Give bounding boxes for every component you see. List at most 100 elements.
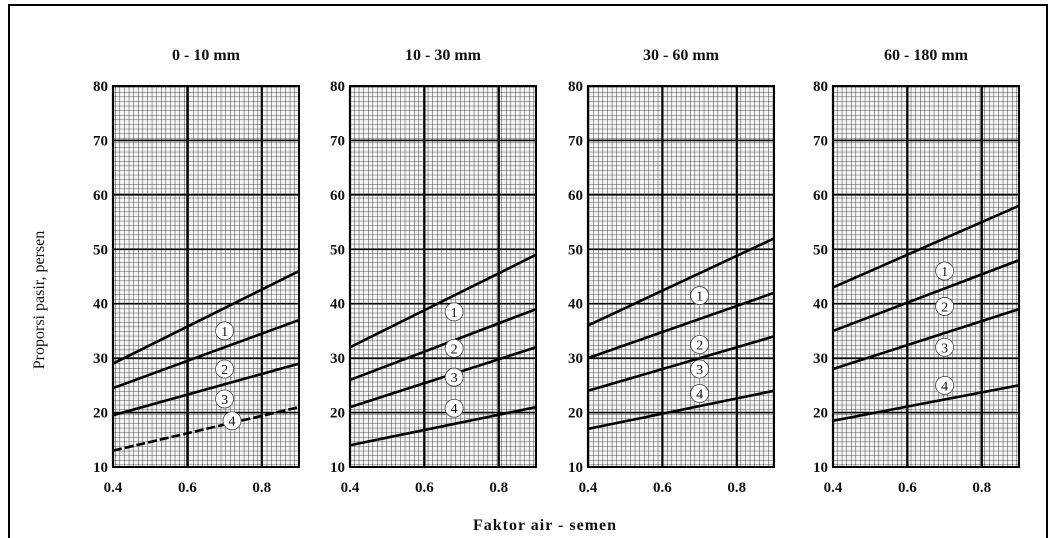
panel-3: 0.4 0.6 0.8 10 20 30 40 50 60 70 80 30 - 60 mm 1 2 3 4 xyxy=(568,47,775,496)
series-line-2 xyxy=(832,258,1020,333)
series-line-3 xyxy=(349,346,537,409)
x-tick-label: 0.6 xyxy=(653,480,672,496)
series-line-1 xyxy=(112,269,300,365)
curve-badge-label: 3 xyxy=(941,341,948,356)
series-line-2 xyxy=(112,318,300,390)
y-tick-label: 60 xyxy=(330,188,345,204)
fine-grid xyxy=(113,86,299,467)
curve-badge-label: 3 xyxy=(221,393,228,408)
y-tick-label: 30 xyxy=(568,351,583,367)
series-line-2 xyxy=(349,307,537,382)
y-tick-label: 40 xyxy=(813,297,828,313)
frame-left-border xyxy=(8,4,10,538)
x-tick-label: 0.4 xyxy=(824,480,843,496)
y-tick-label: 80 xyxy=(93,79,108,95)
curve-badge xyxy=(444,398,464,418)
curve-badge-label: 2 xyxy=(941,300,948,315)
curve-badge-label: 1 xyxy=(696,290,703,305)
series-line-1 xyxy=(349,253,537,349)
panel-1: 0.4 0.6 0.8 10 20 30 40 50 60 70 80 0 - 10 mm 1 2 34 xyxy=(93,47,300,496)
plot-frame xyxy=(349,85,537,468)
curve-badge xyxy=(690,335,709,354)
fine-grid xyxy=(588,86,774,467)
y-tick-label: 20 xyxy=(568,406,583,422)
curve-badge xyxy=(444,338,464,358)
y-tick-label: 30 xyxy=(330,351,345,367)
y-tick-label: 10 xyxy=(568,460,583,476)
panel-4: 0.4 0.6 0.8 10 20 30 40 50 60 70 80 60 - 180 mm 1 2 3 4 xyxy=(813,47,1020,496)
y-tick-label: 60 xyxy=(93,188,108,204)
panel-title: 60 - 180 mm xyxy=(884,47,969,64)
y-tick-label: 80 xyxy=(813,79,828,95)
y-tick-label: 30 xyxy=(813,351,828,367)
curve-badge xyxy=(215,321,235,341)
y-tick-label: 70 xyxy=(330,133,345,149)
x-tick-label: 0.4 xyxy=(341,480,360,496)
y-tick-label: 10 xyxy=(93,460,108,476)
x-tick-label: 0.8 xyxy=(972,480,991,496)
panel-title: 10 - 30 mm xyxy=(405,47,482,64)
curve-badge-label: 3 xyxy=(696,363,703,378)
y-tick-label: 30 xyxy=(93,351,108,367)
y-tick-label: 20 xyxy=(813,406,828,422)
curve-badge-label: 4 xyxy=(696,388,703,403)
y-tick-label: 50 xyxy=(93,242,108,258)
series-line-4 xyxy=(349,405,537,447)
curve-badge xyxy=(690,359,709,379)
curve-badge xyxy=(215,389,235,409)
curve-badge xyxy=(690,286,709,305)
y-tick-label: 60 xyxy=(568,188,583,204)
series-line-2 xyxy=(587,291,775,360)
curve-badge xyxy=(935,375,954,395)
x-tick-label: 0.6 xyxy=(178,480,197,496)
curve-badge xyxy=(444,367,464,387)
x-tick-label: 0.8 xyxy=(727,480,746,496)
curve-badge-label: 2 xyxy=(221,363,228,378)
curve-badge-label: 4 xyxy=(229,415,236,430)
y-tick-label: 60 xyxy=(813,188,828,204)
y-tick-label: 40 xyxy=(568,297,583,313)
fine-grid xyxy=(350,86,536,467)
series-line-1 xyxy=(832,204,1020,289)
x-tick-label: 0.8 xyxy=(252,480,271,496)
y-tick-label: 70 xyxy=(813,133,828,149)
plot-frame xyxy=(587,85,775,468)
x-tick-label: 0.4 xyxy=(104,480,123,496)
curve-badge xyxy=(444,302,464,322)
y-axis-title: Proporsi pasir, persen xyxy=(31,231,48,369)
plot-frame xyxy=(112,85,300,468)
curve-badge xyxy=(215,359,235,379)
y-tick-label: 50 xyxy=(568,242,583,258)
y-tick-label: 40 xyxy=(93,297,108,313)
series-line-3 xyxy=(112,362,300,417)
frame-right-border xyxy=(1046,4,1048,538)
series-line-4 xyxy=(587,389,775,431)
curve-badge xyxy=(935,297,954,316)
curve-badge-label: 2 xyxy=(696,339,703,354)
x-axis-title: Faktor air - semen xyxy=(473,517,617,534)
panel-2: 0.4 0.6 0.8 10 20 30 40 50 60 70 80 10 - 30 mm 1 2 3 4 xyxy=(330,47,537,496)
curve-badge-label: 1 xyxy=(941,265,948,280)
curve-badge xyxy=(222,411,242,431)
curve-badge xyxy=(935,261,954,281)
series-line-1 xyxy=(587,237,775,327)
curve-badge-label: 2 xyxy=(451,342,458,357)
y-tick-label: 80 xyxy=(330,79,345,95)
series-line-3 xyxy=(587,335,775,393)
curve-badge xyxy=(935,337,954,357)
x-tick-label: 0.6 xyxy=(898,480,917,496)
curve-badge-label: 3 xyxy=(451,371,458,386)
y-tick-label: 70 xyxy=(568,133,583,149)
y-tick-label: 20 xyxy=(330,406,345,422)
series-line-4 xyxy=(832,384,1020,423)
y-tick-label: 70 xyxy=(93,133,108,149)
panel-title: 30 - 60 mm xyxy=(643,47,720,64)
y-tick-label: 10 xyxy=(330,460,345,476)
y-tick-label: 50 xyxy=(813,242,828,258)
y-tick-label: 20 xyxy=(93,406,108,422)
panel-title: 0 - 10 mm xyxy=(172,47,241,64)
frame-top-border xyxy=(8,4,1048,6)
curve-badge-label: 1 xyxy=(221,325,228,340)
